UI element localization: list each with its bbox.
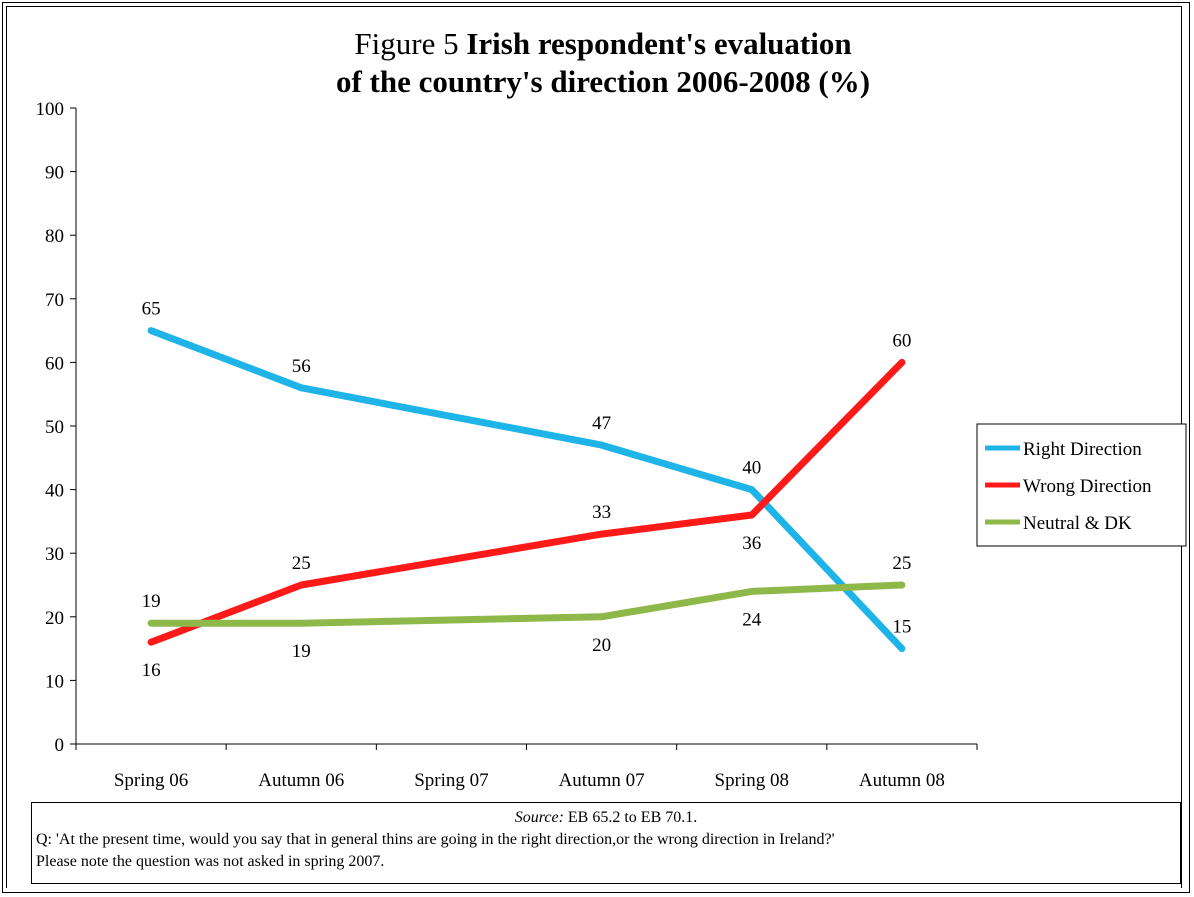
source-line: Source: EB 65.2 to EB 70.1. <box>36 807 1176 829</box>
chart-title-line2: of the country's direction 2006-2008 (%) <box>336 64 870 99</box>
y-tick-label: 40 <box>45 481 64 502</box>
data-label: 47 <box>592 413 611 434</box>
x-tick-label: Autumn 06 <box>258 770 344 791</box>
y-tick-label: 10 <box>45 671 64 692</box>
y-tick-label: 0 <box>55 735 65 756</box>
data-labels: 65 56 47 40 15 16 25 33 36 60 19 19 20 24 25 <box>142 299 912 682</box>
data-label: 33 <box>592 502 611 523</box>
axes: 0 10 20 30 40 50 60 70 80 90 100 Spring 06 Autumn 06… <box>36 99 978 791</box>
source-text: EB 65.2 to EB 70.1. <box>563 809 698 826</box>
series-line-2 <box>147 581 906 627</box>
data-label: 25 <box>892 553 911 574</box>
data-label: 20 <box>592 635 611 656</box>
y-tick-label: 50 <box>45 417 64 438</box>
x-tick-label: Autumn 08 <box>859 770 945 791</box>
data-label: 65 <box>142 299 161 320</box>
question-text: Q: 'At the present time, would you say t… <box>36 831 835 848</box>
data-label: 19 <box>142 591 161 612</box>
series-line-1 <box>147 358 906 646</box>
chart-title-prefix: Figure 5 <box>354 26 458 61</box>
data-label: 19 <box>292 641 311 662</box>
data-label: 60 <box>892 330 911 351</box>
y-tick-label: 70 <box>45 290 64 311</box>
x-tick-label: Spring 06 <box>114 770 188 791</box>
y-tick-label: 100 <box>36 99 65 120</box>
chart-title-bold: Irish respondent's evaluation <box>466 26 851 61</box>
y-tick-label: 90 <box>45 163 64 184</box>
legend-label: Wrong Direction <box>1023 476 1152 497</box>
x-tick-label: Autumn 07 <box>559 770 645 791</box>
source-note: Source: EB 65.2 to EB 70.1. Q: 'At the p… <box>31 802 1181 884</box>
y-tick-label: 80 <box>45 226 64 247</box>
y-tick-label: 60 <box>45 353 64 374</box>
y-tick-label: 30 <box>45 544 64 565</box>
chart-title-line1: Figure 5 Irish respondent's evaluation <box>354 26 851 61</box>
x-tick-label: Spring 07 <box>414 770 488 791</box>
data-label: 56 <box>292 356 311 377</box>
source-label: Source: <box>514 809 564 826</box>
remark-text: Please note the question was not asked i… <box>36 853 385 870</box>
data-label: 25 <box>292 553 311 574</box>
legend-label: Neutral & DK <box>1023 513 1132 534</box>
x-tick-label: Spring 08 <box>715 770 789 791</box>
data-label: 15 <box>892 617 911 638</box>
data-label: 24 <box>742 609 762 630</box>
legend-label: Right Direction <box>1023 439 1142 460</box>
data-label: 36 <box>742 533 761 554</box>
y-tick-label: 20 <box>45 608 64 629</box>
legend: Right Direction Wrong Direction Neutral & … <box>976 423 1187 547</box>
data-label: 16 <box>142 660 161 681</box>
series-layer <box>147 327 906 653</box>
data-label: 40 <box>742 458 761 479</box>
